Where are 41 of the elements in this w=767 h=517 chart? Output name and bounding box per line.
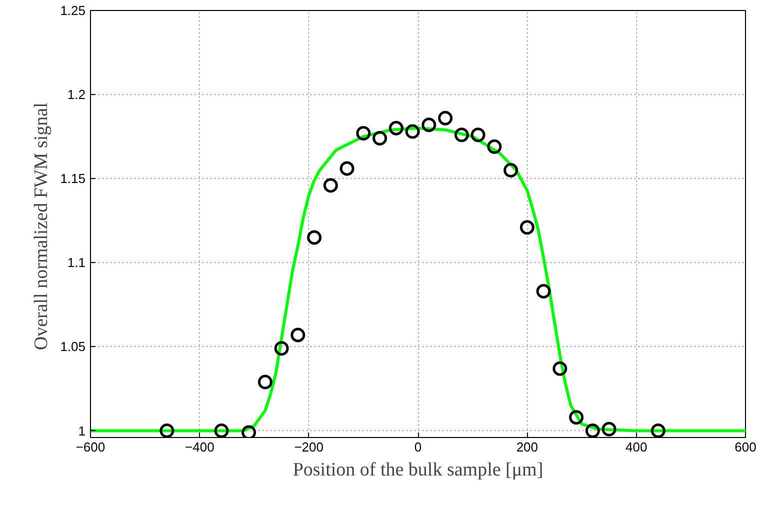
x-tick-label: 400 <box>625 440 648 454</box>
point <box>160 424 174 438</box>
point <box>504 162 518 178</box>
point <box>438 110 453 126</box>
y-tick-label: 1.25 <box>60 3 86 18</box>
y-tick-label: 1.2 <box>67 87 86 102</box>
point <box>290 328 306 342</box>
point <box>372 131 388 146</box>
point <box>214 424 229 438</box>
y-tick-label: 1.05 <box>60 339 86 354</box>
y-tick-label: 1.15 <box>60 171 86 186</box>
point <box>323 178 338 193</box>
x-tick-label: −200 <box>294 440 324 454</box>
point <box>242 425 256 438</box>
point <box>356 126 371 140</box>
point <box>569 410 584 425</box>
point <box>520 220 534 235</box>
point <box>650 424 666 438</box>
y-axis-title: Overall normalized FWM signal <box>31 102 52 350</box>
point <box>422 118 436 132</box>
point <box>487 139 502 154</box>
point <box>585 424 600 438</box>
point <box>552 361 568 376</box>
point <box>602 422 616 436</box>
x-tick-label: 200 <box>516 440 538 454</box>
point <box>470 128 486 142</box>
point <box>536 284 551 298</box>
x-tick-label: −600 <box>76 440 106 454</box>
point <box>307 230 322 245</box>
y-tick-label: 1.1 <box>67 255 86 270</box>
x-tick-label: −400 <box>185 440 214 454</box>
point <box>454 128 469 142</box>
point <box>388 120 404 136</box>
x-axis-title: Position of the bulk sample [μm] <box>292 460 544 480</box>
point <box>258 374 272 390</box>
y-tick-label: 1 <box>78 423 86 438</box>
x-tick-label: 0 <box>414 440 422 454</box>
point <box>274 341 289 356</box>
x-tick-label: 600 <box>734 440 756 454</box>
point <box>405 124 420 139</box>
point <box>340 161 354 176</box>
